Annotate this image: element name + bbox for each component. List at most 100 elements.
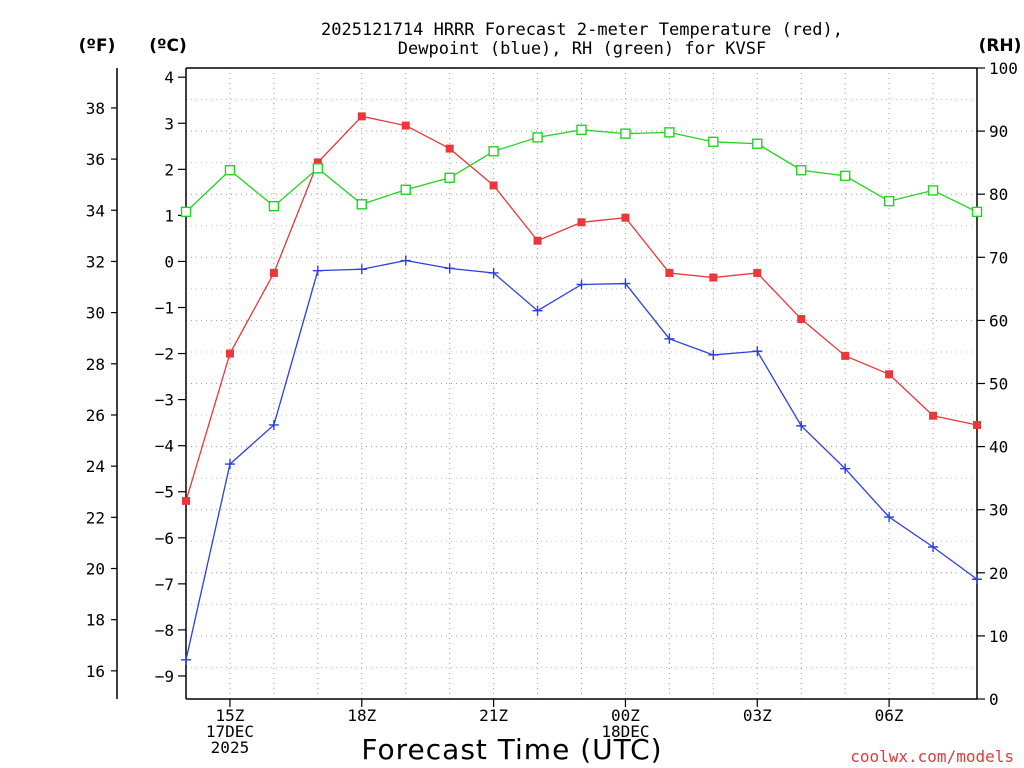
rh-point xyxy=(356,199,367,210)
rh-tick-label: 90 xyxy=(989,122,1008,141)
temperature-point xyxy=(225,349,234,358)
x-tick-label: 18Z xyxy=(347,706,376,725)
x-tick-label: 00Z xyxy=(611,706,640,725)
tick-labels: 43210−1−2−3−4−5−6−7−8−938363432302826242… xyxy=(86,59,1018,757)
fahrenheit-tick-label: 34 xyxy=(86,201,105,220)
series xyxy=(180,112,983,665)
dewpoint-point xyxy=(840,463,851,474)
grid xyxy=(186,68,977,699)
celsius-tick-label: 3 xyxy=(164,114,174,133)
rh-point xyxy=(620,128,631,139)
chart-title-line-2: Dewpoint (blue), RH (green) for KVSF xyxy=(398,39,766,59)
temperature-point xyxy=(313,158,322,167)
dewpoint-point xyxy=(752,346,763,357)
x-tick-label: 15Z xyxy=(215,706,244,725)
rh-point xyxy=(708,136,719,148)
dewpoint-point xyxy=(400,255,411,266)
celsius-tick-label: −9 xyxy=(155,667,174,686)
rh-tick-label: 0 xyxy=(989,690,999,709)
fahrenheit-tick-label: 24 xyxy=(86,457,105,476)
dewpoint-point xyxy=(708,349,719,360)
dewpoint-point xyxy=(488,267,499,278)
fahrenheit-tick-label: 38 xyxy=(86,99,105,118)
rh-point xyxy=(312,163,324,174)
celsius-tick-label: 1 xyxy=(164,206,174,225)
x-tick-label: 2025 xyxy=(211,738,250,757)
rh-point xyxy=(576,124,587,136)
rh-point xyxy=(488,146,499,157)
rh-point xyxy=(400,184,411,195)
dewpoint-point xyxy=(928,542,939,553)
rh-point xyxy=(839,170,851,182)
temperature-point xyxy=(533,236,542,245)
x-axis-title: Forecast Time (UTC) xyxy=(361,733,662,766)
fahrenheit-tick-label: 28 xyxy=(86,355,105,374)
rh-unit-label: (RH) xyxy=(979,36,1022,56)
rh-point xyxy=(268,200,280,212)
celsius-tick-label: 4 xyxy=(164,68,174,87)
rh-point xyxy=(927,185,939,196)
temperature-point xyxy=(929,411,938,420)
axes xyxy=(111,67,985,707)
rh-point xyxy=(180,206,192,218)
celsius-tick-label: −2 xyxy=(155,345,174,364)
fahrenheit-tick-label: 36 xyxy=(86,150,105,169)
rh-tick-label: 100 xyxy=(989,59,1018,78)
celsius-tick-label: −8 xyxy=(155,621,174,640)
temperature-point xyxy=(973,420,981,429)
rh-tick-label: 60 xyxy=(989,311,1008,330)
temperature-point xyxy=(182,496,190,505)
dewpoint-point xyxy=(532,305,543,316)
credit-text: coolwx.com/models xyxy=(850,747,1014,766)
celsius-tick-label: 0 xyxy=(164,252,174,271)
dewpoint-point xyxy=(224,459,235,470)
rh-point xyxy=(752,138,763,149)
dewpoint-point xyxy=(664,333,675,344)
fahrenheit-tick-label: 22 xyxy=(86,508,105,527)
temperature-point xyxy=(269,268,278,277)
fahrenheit-unit-label: (ºF) xyxy=(79,36,116,56)
temperature-point xyxy=(885,370,894,379)
temperature-point xyxy=(841,351,850,360)
temperature-point xyxy=(489,181,498,190)
rh-point xyxy=(532,132,543,143)
temperature-point xyxy=(665,268,674,277)
fahrenheit-tick-label: 18 xyxy=(86,611,105,630)
celsius-tick-label: −4 xyxy=(155,437,174,456)
temperature-point xyxy=(797,315,806,324)
temperature-point xyxy=(621,213,630,222)
temperature-point xyxy=(401,121,410,130)
temperature-point xyxy=(357,112,366,121)
series-rh xyxy=(180,124,983,218)
rh-tick-label: 50 xyxy=(989,375,1008,394)
rh-point xyxy=(883,195,895,207)
x-tick-label: 17DEC xyxy=(206,722,254,741)
fahrenheit-tick-label: 26 xyxy=(86,406,105,425)
temperature-point xyxy=(753,268,762,277)
rh-point xyxy=(664,127,675,138)
x-tick-label: 18DEC xyxy=(601,722,649,741)
dewpoint-point xyxy=(181,654,191,665)
x-tick-label: 06Z xyxy=(875,706,904,725)
rh-tick-label: 20 xyxy=(989,564,1008,583)
temperature-point xyxy=(577,218,586,227)
series-dewpoint xyxy=(181,255,982,665)
chart-title-line-1: 2025121714 HRRR Forecast 2-meter Tempera… xyxy=(321,20,843,40)
x-tick-label: 21Z xyxy=(479,706,508,725)
temperature-point xyxy=(709,273,718,282)
series-line-rh xyxy=(185,129,978,213)
rh-point xyxy=(224,165,236,176)
dewpoint-point xyxy=(268,419,279,430)
rh-point xyxy=(796,165,807,176)
rh-point xyxy=(971,206,983,218)
rh-tick-label: 10 xyxy=(989,627,1008,646)
rh-point xyxy=(444,172,455,183)
celsius-tick-label: −1 xyxy=(155,299,174,318)
dewpoint-point xyxy=(312,265,323,276)
celsius-tick-label: −7 xyxy=(155,575,174,594)
dewpoint-point xyxy=(796,420,807,431)
fahrenheit-tick-label: 32 xyxy=(86,252,105,271)
series-temperature xyxy=(182,112,981,505)
dewpoint-point xyxy=(444,263,455,274)
